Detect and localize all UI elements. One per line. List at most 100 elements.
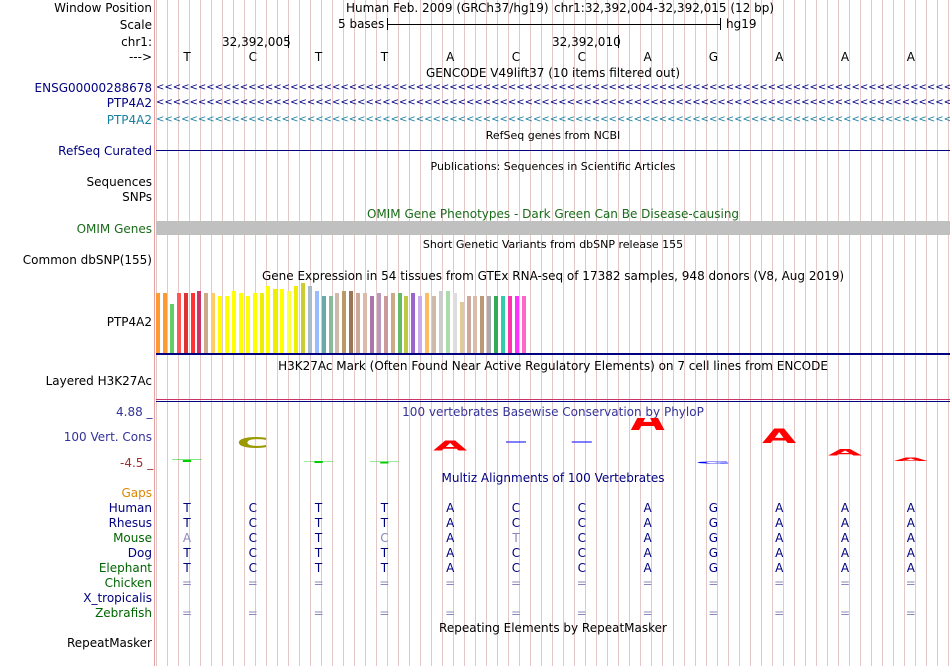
repeat-label[interactable]: RepeatMasker	[66, 636, 152, 650]
gtex-bar[interactable]	[204, 293, 209, 353]
dbsnp-title[interactable]: Short Genetic Variants from dbSNP releas…	[422, 238, 684, 251]
gtex-bar[interactable]	[156, 293, 160, 353]
species-label[interactable]: Chicken	[104, 576, 152, 590]
gtex-bar[interactable]	[252, 293, 257, 353]
gtex-bar[interactable]	[487, 296, 492, 353]
gtex-bar[interactable]	[466, 296, 471, 353]
gtex-bar[interactable]	[494, 296, 499, 353]
pubs-label-snps[interactable]: SNPs	[122, 190, 152, 204]
gtex-bar[interactable]	[176, 293, 181, 353]
species-label[interactable]: Dog	[127, 546, 152, 560]
alignment-base: =	[313, 576, 324, 590]
gtex-bar[interactable]	[480, 296, 485, 353]
gtex-bar[interactable]	[266, 286, 271, 353]
gtex-bar[interactable]	[231, 291, 236, 353]
gtex-bar[interactable]	[335, 293, 340, 353]
gtex-bar[interactable]	[321, 296, 326, 353]
gtex-bar[interactable]	[397, 293, 402, 353]
gtex-bar[interactable]	[514, 296, 519, 353]
species-label[interactable]: Rhesus	[108, 516, 152, 530]
gtex-bar-chart[interactable]	[156, 283, 556, 353]
alignment-base: T	[380, 516, 389, 530]
gtex-label[interactable]: PTP4A2	[106, 315, 152, 329]
gencode-item-2[interactable]: PTP4A2	[106, 96, 152, 110]
dbsnp-label[interactable]: Common dbSNP(155)	[22, 253, 152, 267]
gencode-title[interactable]: GENCODE V49lift37 (10 items filtered out…	[425, 66, 680, 80]
species-label[interactable]: Human	[108, 501, 152, 515]
refseq-label[interactable]: RefSeq Curated	[58, 144, 152, 158]
gtex-bar[interactable]	[169, 303, 174, 353]
gtex-bar[interactable]	[459, 301, 464, 353]
gtex-bar[interactable]	[280, 289, 285, 353]
alignment-base: A	[643, 501, 652, 515]
gtex-bar[interactable]	[425, 293, 430, 353]
gtex-bar[interactable]	[342, 291, 347, 353]
pubs-title[interactable]: Publications: Sequences in Scientific Ar…	[430, 160, 676, 173]
alignment-base: A	[775, 501, 784, 515]
gtex-bar[interactable]	[521, 296, 526, 353]
gtex-bar[interactable]	[238, 293, 243, 353]
gtex-bar[interactable]	[418, 296, 423, 353]
assembly-label[interactable]: Human Feb. 2009 (GRCh37/hg19)	[346, 1, 549, 15]
gtex-bar[interactable]	[411, 293, 416, 353]
gtex-bar[interactable]	[273, 289, 278, 353]
gtex-bar[interactable]	[452, 293, 457, 353]
phylop-letter: C	[237, 434, 269, 452]
gencode-item-1[interactable]: ENSG00000288678	[34, 81, 152, 95]
gtex-bar[interactable]	[197, 291, 202, 353]
gtex-bar[interactable]	[404, 296, 409, 353]
species-label[interactable]: X_tropicalis	[83, 591, 152, 605]
refseq-feature[interactable]	[156, 150, 950, 151]
phylop-label[interactable]: 100 Vert. Cons	[63, 430, 152, 444]
phylop-title[interactable]: 100 vertebrates Basewise Conservation by…	[402, 405, 704, 419]
omim-label[interactable]: OMIM Genes	[76, 222, 152, 236]
gtex-bar[interactable]	[369, 296, 374, 353]
gtex-bar[interactable]	[356, 293, 361, 353]
species-label[interactable]: Elephant	[98, 561, 152, 575]
gtex-bar[interactable]	[287, 291, 292, 353]
repeat-title[interactable]: Repeating Elements by RepeatMasker	[439, 621, 667, 635]
gtex-bar[interactable]	[211, 293, 216, 353]
gtex-bar[interactable]	[300, 283, 305, 353]
position-label[interactable]: chr1:32,392,004-32,392,015 (12 bp)	[554, 1, 775, 15]
gtex-bar[interactable]	[294, 286, 298, 353]
gencode-feature-1[interactable]: <<<<<<<<<<<<<<<<<<<<<<<<<<<<<<<<<<<<<<<<…	[156, 84, 950, 92]
grid-line	[684, 0, 685, 666]
gtex-bar[interactable]	[162, 293, 167, 353]
gtex-bar[interactable]	[314, 291, 319, 353]
gencode-item-3[interactable]: PTP4A2	[106, 113, 152, 127]
gtex-bar[interactable]	[259, 293, 264, 353]
phylop-logo[interactable]: T C T T A A G A A A	[156, 418, 950, 468]
species-label[interactable]: Mouse	[113, 531, 152, 545]
gtex-bar[interactable]	[507, 296, 512, 353]
gtex-bar[interactable]	[473, 296, 478, 353]
gtex-bar[interactable]	[225, 296, 229, 353]
alignment-base: =	[510, 576, 522, 590]
gtex-title[interactable]: Gene Expression in 54 tissues from GTEx …	[261, 269, 845, 283]
gtex-bar[interactable]	[245, 296, 250, 353]
gtex-bar[interactable]	[190, 293, 195, 353]
species-label[interactable]: Zebrafish	[95, 606, 152, 620]
gtex-bar[interactable]	[349, 291, 354, 353]
h3k-title[interactable]: H3K27Ac Mark (Often Found Near Active Re…	[278, 359, 828, 373]
gencode-feature-3[interactable]: <<<<<<<<<<<<<<<<<<<<<<<<<<<<<<<<<<<<<<<<…	[156, 116, 950, 124]
gtex-bar[interactable]	[363, 293, 367, 353]
omim-title[interactable]: OMIM Gene Phenotypes - Dark Green Can Be…	[366, 207, 740, 221]
omim-feature[interactable]	[156, 221, 950, 235]
gtex-bar[interactable]	[328, 296, 333, 353]
gtex-bar[interactable]	[376, 293, 381, 353]
gtex-bar[interactable]	[218, 296, 223, 353]
gtex-bar[interactable]	[307, 286, 312, 353]
gtex-bar[interactable]	[383, 296, 388, 353]
gtex-bar[interactable]	[390, 293, 395, 353]
gencode-feature-2[interactable]: <<<<<<<<<<<<<<<<<<<<<<<<<<<<<<<<<<<<<<<<…	[156, 99, 950, 107]
pubs-label-sequences[interactable]: Sequences	[86, 175, 152, 189]
h3k-label[interactable]: Layered H3K27Ac	[45, 374, 152, 388]
gtex-bar[interactable]	[501, 296, 505, 353]
multiz-title[interactable]: Multiz Alignments of 100 Vertebrates	[441, 471, 665, 485]
gtex-bar[interactable]	[445, 291, 450, 353]
gtex-bar[interactable]	[432, 296, 436, 353]
refseq-title[interactable]: RefSeq genes from NCBI	[485, 129, 621, 142]
gtex-bar[interactable]	[183, 293, 188, 353]
gtex-bar[interactable]	[438, 291, 443, 353]
